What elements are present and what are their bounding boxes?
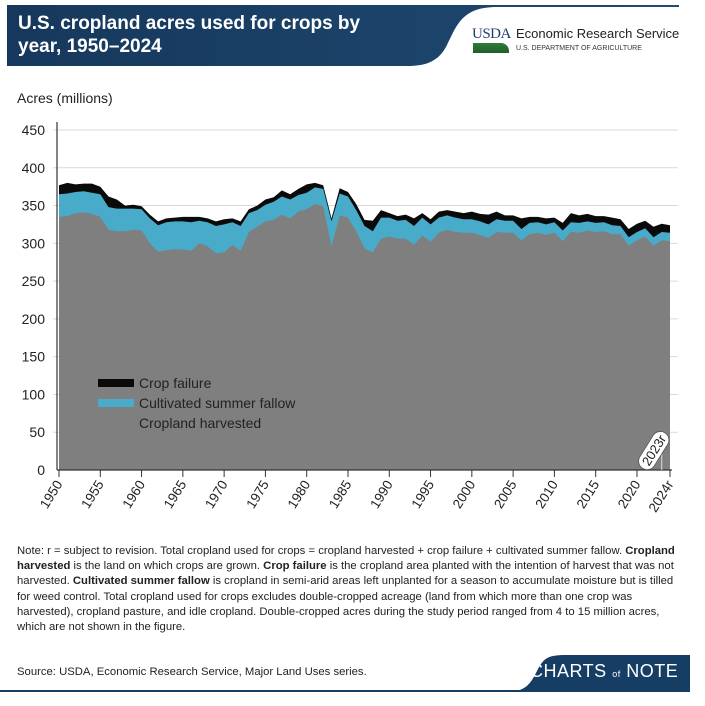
x-tick-label: 1965 bbox=[161, 478, 190, 511]
brand-of: of bbox=[612, 669, 621, 679]
x-tick-label: 1975 bbox=[243, 478, 272, 511]
note-text: is cropland in semi-arid areas left unpl… bbox=[17, 575, 674, 634]
note-term: Cultivated summer fallow bbox=[72, 575, 210, 588]
legend-label: Cultivated summer fallow bbox=[139, 395, 296, 411]
x-tick-label: 1955 bbox=[78, 478, 107, 511]
y-tick-label: 450 bbox=[22, 122, 46, 138]
legend-swatch bbox=[98, 399, 134, 407]
header-banner bbox=[7, 5, 679, 66]
note-text: Note: r = subject to revision. Total cro… bbox=[17, 545, 626, 557]
y-tick-label: 150 bbox=[22, 349, 46, 365]
x-tick-label: 1960 bbox=[119, 478, 148, 511]
x-tick-label: 1985 bbox=[326, 478, 355, 511]
x-tick-label: 2000 bbox=[450, 478, 479, 511]
legend-swatch bbox=[98, 419, 134, 427]
y-tick-label: 50 bbox=[29, 424, 45, 440]
brand-text: CHARTS bbox=[530, 661, 607, 681]
note-term: Crop failure bbox=[263, 560, 327, 573]
x-tick-label: 2010 bbox=[532, 478, 561, 511]
x-tick-label: 1995 bbox=[408, 478, 437, 511]
chart-title: U.S. cropland acres used for crops by ye… bbox=[18, 13, 361, 57]
logo-dept-name: U.S. DEPARTMENT OF AGRICULTURE bbox=[516, 45, 642, 52]
x-tick-label: 2020 bbox=[615, 478, 644, 511]
y-tick-label: 250 bbox=[22, 273, 46, 289]
note-term: Cropland harvested bbox=[17, 545, 675, 573]
note-text: is the cropland area planted with the in… bbox=[17, 560, 674, 588]
charts-of-note-logo: CHARTS of NOTE bbox=[530, 661, 678, 682]
source-line: Source: USDA, Economic Research Service,… bbox=[17, 666, 367, 678]
area-cropland-harvested bbox=[59, 204, 670, 470]
brand-text: NOTE bbox=[626, 661, 679, 681]
chart-note: Note: r = subject to revision. Total cro… bbox=[17, 544, 689, 635]
x-tick-label: 1990 bbox=[367, 478, 396, 511]
footer-rule bbox=[0, 690, 690, 692]
y-tick-label: 100 bbox=[22, 386, 46, 402]
x-tick-label: 1980 bbox=[285, 478, 314, 511]
x-tick-label: 2015 bbox=[574, 478, 603, 511]
legend-swatch bbox=[98, 379, 134, 387]
x-tick-label: 2024r bbox=[646, 477, 677, 515]
legend-label: Crop failure bbox=[139, 375, 212, 391]
y-tick-label: 350 bbox=[22, 198, 46, 214]
y-tick-label: 300 bbox=[22, 235, 46, 251]
charts-of-note-banner bbox=[505, 655, 690, 692]
legend-label: Cropland harvested bbox=[139, 415, 261, 431]
y-axis-label: Acres (millions) bbox=[17, 90, 113, 106]
y-tick-label: 0 bbox=[37, 462, 45, 478]
logo-org-name: Economic Research Service bbox=[516, 26, 680, 41]
note-text: is the land on which crops are grown. bbox=[70, 560, 264, 573]
usda-wordmark: USDA bbox=[472, 26, 511, 42]
y-tick-label: 400 bbox=[22, 160, 46, 176]
stacked-area-chart: 0 50 100 150 200 250 300 350 400 450 1950 1955 1960 1… bbox=[22, 122, 678, 515]
y-tick-label: 200 bbox=[22, 311, 46, 327]
x-tick-label: 2005 bbox=[491, 478, 520, 511]
x-tick-label: 1950 bbox=[37, 478, 66, 511]
x-tick-label: 1970 bbox=[202, 478, 231, 511]
annotation-pill bbox=[638, 431, 670, 471]
usda-field-icon bbox=[473, 43, 509, 53]
